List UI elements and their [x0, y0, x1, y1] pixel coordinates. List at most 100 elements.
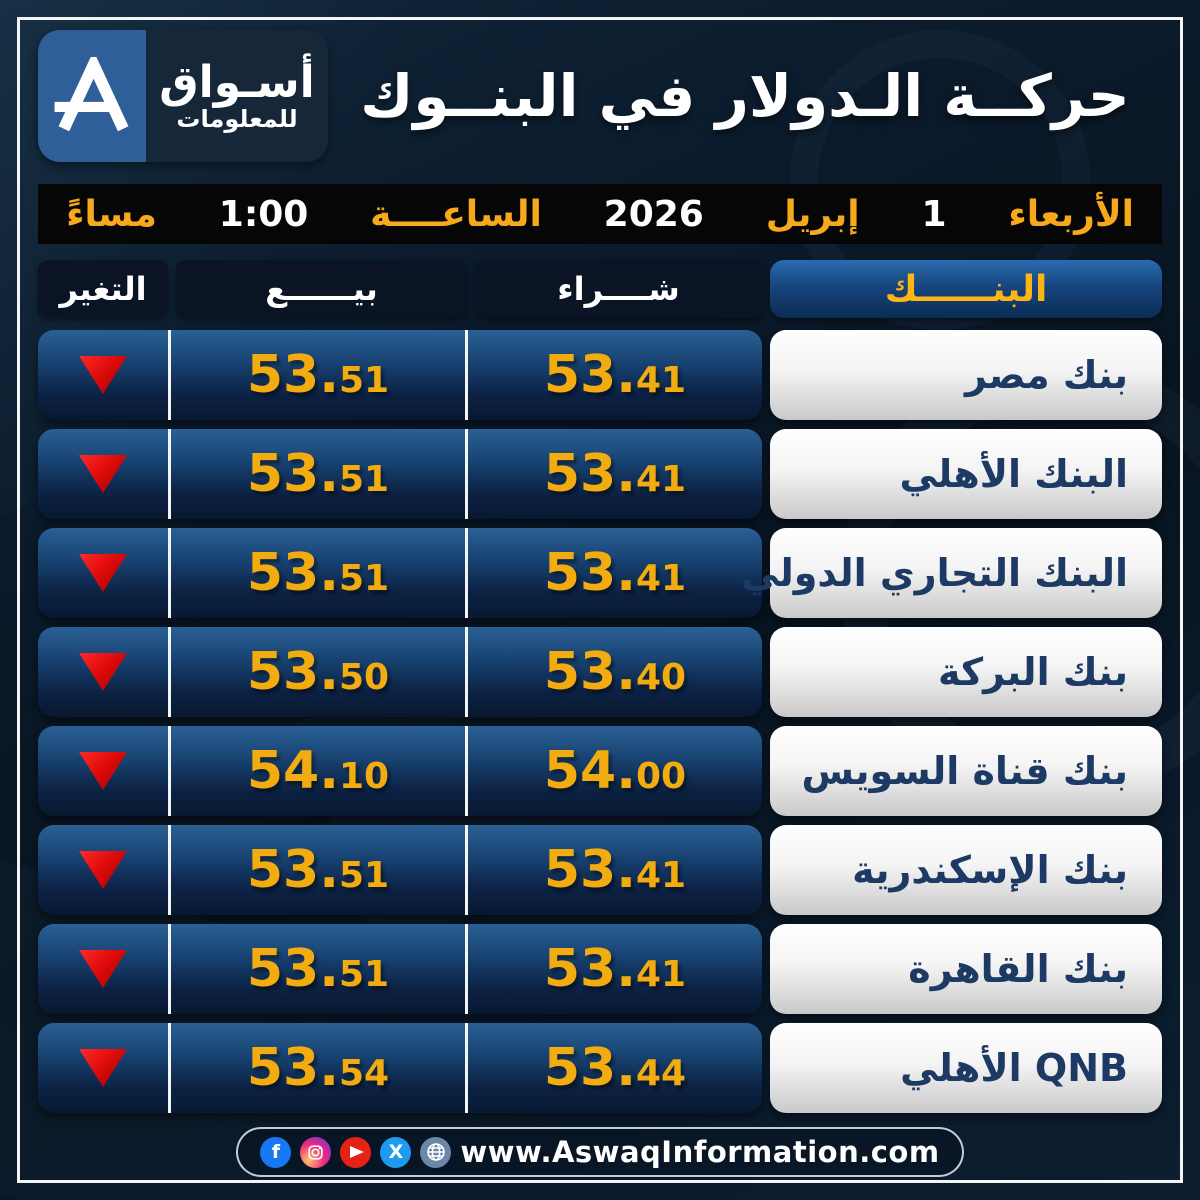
- arrow-down-icon: [79, 554, 127, 592]
- buy-value: 53. 41: [543, 543, 687, 603]
- table-row: 53. 50 53. 40 بنك البركة: [38, 627, 1162, 717]
- column-header-buy: شــــراء: [475, 260, 762, 318]
- column-divider: [168, 1023, 171, 1113]
- bank-name: البنك التجاري الدولي: [741, 528, 1162, 618]
- column-divider: [465, 627, 468, 717]
- arrow-down-icon: [79, 950, 127, 988]
- arrow-down-icon: [79, 455, 127, 493]
- logo-wordmark: أسـواق للمعلومات: [146, 30, 328, 162]
- table-header-row: التغير بيــــــع شــــراء البنــــــك: [38, 260, 1162, 318]
- logo-brand-name: أسـواق: [159, 57, 315, 108]
- column-divider: [168, 825, 171, 915]
- sell-value: 53. 51: [246, 444, 390, 504]
- change-cell: [38, 1023, 168, 1113]
- column-divider: [168, 528, 171, 618]
- date-month: إبريل: [765, 193, 860, 235]
- buy-value: 54. 00: [543, 741, 687, 801]
- date-time-bar: الأربعاء 1 إبريل 2026 الساعــــة 1:00 مس…: [38, 184, 1162, 244]
- bank-name: بنك مصر: [770, 330, 1162, 420]
- arrow-down-icon: [79, 1049, 127, 1087]
- arrow-down-icon: [79, 653, 127, 691]
- buy-value: 53. 41: [543, 840, 687, 900]
- buy-value: 53. 44: [543, 1038, 687, 1098]
- table-row: 54. 10 54. 00 بنك قناة السويس: [38, 726, 1162, 816]
- bank-name: بنك قناة السويس: [770, 726, 1162, 816]
- bank-name: QNB الأهلي: [770, 1023, 1162, 1113]
- time-period: مساءً: [66, 193, 157, 235]
- hour-label: الساعــــة: [370, 193, 542, 235]
- bank-name: بنك القاهرة: [770, 924, 1162, 1014]
- buy-value: 53. 41: [543, 939, 687, 999]
- column-divider: [168, 726, 171, 816]
- change-cell: [38, 528, 168, 618]
- table-row: 53. 51 53. 41 بنك القاهرة: [38, 924, 1162, 1014]
- row-values-panel: 53. 51 53. 41: [38, 429, 762, 519]
- buy-value: 53. 41: [543, 444, 687, 504]
- page-title: حركــة الـدولار في البنــوك: [360, 62, 1130, 130]
- column-divider: [465, 825, 468, 915]
- row-values-panel: 53. 50 53. 40: [38, 627, 762, 717]
- buy-value: 53. 41: [543, 345, 687, 405]
- arrow-down-icon: [79, 851, 127, 889]
- time-value: 1:00: [218, 193, 309, 235]
- sell-value: 53. 51: [246, 345, 390, 405]
- rates-table-body: 53. 51 53. 41 بنك مصر 53. 51: [38, 330, 1162, 1113]
- column-divider: [465, 924, 468, 1014]
- header: أسـواق للمعلومات حركــة الـدولار في البن…: [38, 30, 1162, 162]
- column-divider: [465, 429, 468, 519]
- change-cell: [38, 330, 168, 420]
- website-pill: f X www.AswaqInfo: [236, 1127, 964, 1177]
- column-divider: [465, 528, 468, 618]
- sell-value: 54. 10: [246, 741, 390, 801]
- table-row: 53. 54 53. 44 QNB الأهلي: [38, 1023, 1162, 1113]
- column-divider: [168, 429, 171, 519]
- change-cell: [38, 726, 168, 816]
- change-cell: [38, 627, 168, 717]
- table-row: 53. 51 53. 41 بنك الإسكندرية: [38, 825, 1162, 915]
- buy-value: 53. 40: [543, 642, 687, 702]
- website-url: www.AswaqInformation.com: [460, 1135, 940, 1169]
- column-header-change: التغير: [38, 260, 168, 318]
- bank-name: بنك الإسكندرية: [770, 825, 1162, 915]
- change-cell: [38, 429, 168, 519]
- table-row: 53. 51 53. 41 بنك مصر: [38, 330, 1162, 420]
- column-divider: [465, 726, 468, 816]
- sell-value: 53. 50: [246, 642, 390, 702]
- column-header-sell: بيــــــع: [176, 260, 467, 318]
- row-values-panel: 53. 54 53. 44: [38, 1023, 762, 1113]
- footer: f X www.AswaqInfo: [38, 1127, 1162, 1177]
- change-cell: [38, 924, 168, 1014]
- brand-logo: أسـواق للمعلومات: [38, 30, 328, 162]
- logo-brand-subtitle: للمعلومات: [176, 105, 298, 133]
- sell-value: 53. 51: [246, 840, 390, 900]
- column-divider: [465, 1023, 468, 1113]
- x-twitter-icon: X: [380, 1136, 412, 1168]
- row-values-panel: 54. 10 54. 00: [38, 726, 762, 816]
- table-row: 53. 51 53. 41 البنك التجاري الدولي: [38, 528, 1162, 618]
- bank-name: البنك الأهلي: [770, 429, 1162, 519]
- globe-icon: [420, 1136, 452, 1168]
- date-day: الأربعاء: [1008, 193, 1134, 235]
- facebook-icon: f: [260, 1136, 292, 1168]
- bank-name: بنك البركة: [770, 627, 1162, 717]
- column-divider: [465, 330, 468, 420]
- date-day-number: 1: [921, 193, 947, 235]
- column-divider: [168, 924, 171, 1014]
- arrow-down-icon: [79, 356, 127, 394]
- column-divider: [168, 330, 171, 420]
- logo-a-mark-icon: [38, 30, 146, 162]
- sell-value: 53. 51: [246, 543, 390, 603]
- column-header-bank: البنــــــك: [770, 260, 1162, 318]
- sell-value: 53. 51: [246, 939, 390, 999]
- row-values-panel: 53. 51 53. 41: [38, 528, 762, 618]
- change-cell: [38, 825, 168, 915]
- row-values-panel: 53. 51 53. 41: [38, 330, 762, 420]
- youtube-icon: [340, 1136, 372, 1168]
- instagram-icon: [300, 1136, 332, 1168]
- row-values-panel: 53. 51 53. 41: [38, 825, 762, 915]
- sell-value: 53. 54: [246, 1038, 390, 1098]
- row-values-panel: 53. 51 53. 41: [38, 924, 762, 1014]
- date-year: 2026: [603, 193, 704, 235]
- column-divider: [168, 627, 171, 717]
